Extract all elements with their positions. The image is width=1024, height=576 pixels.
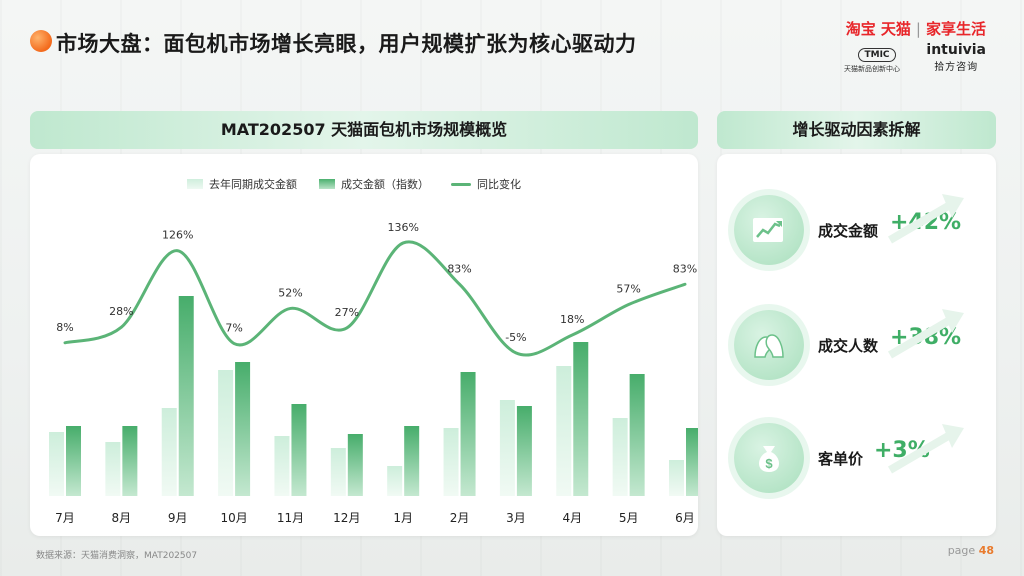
driver-buyers-circle [734,310,804,380]
yoy-data-label: 57% [616,283,640,296]
brand-logo: 淘宝 天猫 | 家享生活 [846,18,986,39]
trend-chart-icon [753,218,783,242]
bar-this-year [404,426,420,496]
money-bag-icon: $ [759,446,779,472]
yoy-data-label: 83% [447,262,471,275]
intuivia-cn: 拾方咨询 [934,62,979,73]
x-tick-label: 12月 [333,511,360,525]
bar-last-year [161,408,177,496]
yoy-data-label: 28% [109,305,133,318]
bar-last-year [387,466,403,496]
brand-tmall: 淘宝 天猫 [845,20,911,38]
bar-this-year [347,434,363,496]
bar-this-year [291,404,307,496]
yoy-data-label: 52% [278,286,302,299]
arrow-shape-1 [887,201,953,244]
bar-last-year [274,436,290,496]
yoy-data-label: 126% [162,229,193,242]
bar-this-year [516,406,532,496]
data-source: 数据来源：天猫消费洞察，MAT202507 [36,551,198,561]
arrow-shape-2 [887,316,953,359]
bar-last-year [49,432,64,496]
intuivia-logo: intuivia 拾方咨询 [926,42,986,73]
x-tick-label: 5月 [619,511,639,525]
bar-last-year [499,400,515,496]
legend-item-yoy: 同比变化 [451,176,521,192]
x-tick-label: 2月 [450,511,470,525]
bar-last-year [669,460,684,496]
driver-aov: $ 客单价 +3% [734,418,984,498]
brand-life: 家享生活 [925,20,986,38]
bar-last-year [105,442,121,496]
tmic-logo: TMIC 天猫新品创新中心 [844,42,900,74]
arrow-head-2 [942,309,964,333]
bar-this-year [66,426,81,496]
bar-this-year [573,342,589,496]
yoy-data-label: 18% [560,313,584,326]
arrow-head-3 [942,424,964,448]
x-tick-label: 6月 [675,511,695,525]
driver-aov-circle: $ [734,423,804,493]
bar-last-year [330,448,346,496]
yoy-data-label: 83% [673,262,697,275]
x-tick-label: 3月 [506,511,526,525]
arrow-head-1 [942,194,964,218]
legend-label-last-year: 去年同期成交金额 [209,178,297,191]
yoy-data-label: 8% [56,321,73,334]
page-number-value: 48 [978,544,994,557]
legend-label-yoy: 同比变化 [477,178,521,191]
tmic-sub: 天猫新品创新中心 [844,65,900,73]
legend-swatch-line [451,182,471,186]
drivers-header: 增长驱动因素拆解 [717,111,996,149]
driver-gmv-circle [734,195,804,265]
tmic-logo-text: TMIC [858,48,896,62]
x-tick-label: 11月 [277,511,304,525]
driver-buyers: 成交人数 +38% [734,305,984,385]
driver-buyers-label: 成交人数 [818,337,879,355]
x-tick-label: 8月 [112,511,132,525]
intuivia-en: intuivia [926,42,986,58]
legend-swatch-dark [319,179,335,189]
x-tick-label: 4月 [562,511,582,525]
bar-last-year [556,366,572,496]
yoy-line [63,240,687,357]
bar-this-year [460,372,476,496]
arrow-shape-3 [887,431,953,474]
bar-this-year [235,362,251,496]
bar-last-year [612,418,628,496]
x-tick-label: 10月 [220,511,247,525]
bar-last-year [443,428,459,496]
bar-this-year [178,296,194,496]
legend-label-this-year: 成交金额（指数） [341,178,429,191]
yoy-data-label: 27% [335,306,359,319]
legend-item-this-year: 成交金额（指数） [319,176,429,192]
page-title: 市场大盘：面包机市场增长亮眼，用户规模扩张为核心驱动力 [56,32,637,56]
driver-gmv-label: 成交金额 [818,222,879,240]
brand-separator: | [915,20,921,38]
yoy-data-label: 136% [387,221,418,234]
page-number: page 48 [948,544,994,557]
yoy-data-label: -5% [505,331,526,344]
x-tick-label: 7月 [55,511,75,525]
driver-aov-label: 客单价 [818,450,864,468]
bar-this-year [122,426,138,496]
bar-this-year [629,374,645,496]
chart-header: MAT202507 天猫面包机市场规模概览 [30,111,698,149]
chart-legend: 去年同期成交金额 成交金额（指数） 同比变化 [187,176,521,192]
title-dot-icon [30,30,52,52]
decorative-arrows [887,194,964,474]
people-icon [754,334,784,358]
bar-last-year [218,370,234,496]
legend-swatch-light [187,179,203,189]
yoy-bar-line-chart: 7月 8月 9月 10月 11月 12月 1月 2月 3月 4月 5月 6月 8% 28% 126% 7% 5… [49,221,698,525]
legend-item-last-year: 去年同期成交金额 [187,176,297,192]
svg-text:$: $ [765,456,773,471]
page-label: page [947,544,976,557]
yoy-data-label: 7% [225,322,242,335]
x-tick-label: 1月 [393,511,413,525]
bar-this-year [686,428,698,496]
x-tick-label: 9月 [168,511,188,525]
